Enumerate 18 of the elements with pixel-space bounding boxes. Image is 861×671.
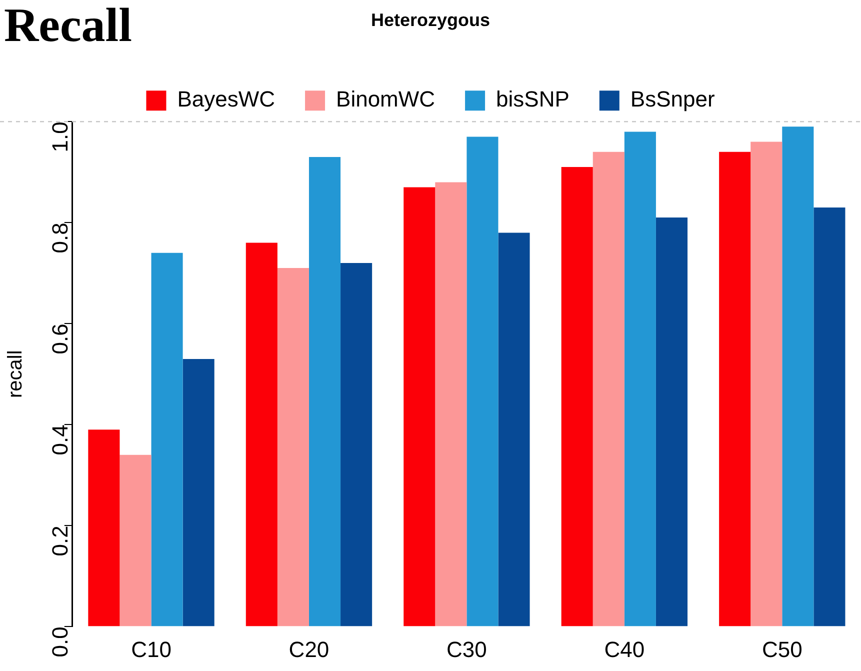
legend-label: BinomWC [336, 86, 436, 112]
y-tick-label: 0.4 [47, 424, 72, 456]
y-tick-label: 1.0 [47, 122, 72, 152]
y-tick-label: 0.0 [47, 626, 72, 658]
text: Recall [4, 0, 132, 52]
y-tick-label: 0.6 [47, 324, 72, 354]
x-tick-label: C30 [446, 636, 487, 662]
x-tick-label: C10 [131, 636, 172, 662]
x-tick-label: C40 [604, 636, 645, 662]
chart-title: Heterozygous [370, 10, 490, 30]
x-tick-label: C20 [288, 636, 330, 662]
y-tick-label: 0.8 [47, 222, 72, 254]
y-tick-label: 0.2 [47, 526, 72, 556]
y-axis-title: recall [4, 350, 27, 398]
legend-label: BsSnper [630, 86, 715, 112]
legend-label: BayesWC [177, 86, 276, 112]
legend-label: bisSNP [496, 86, 570, 112]
x-tick-label: C50 [762, 636, 802, 662]
